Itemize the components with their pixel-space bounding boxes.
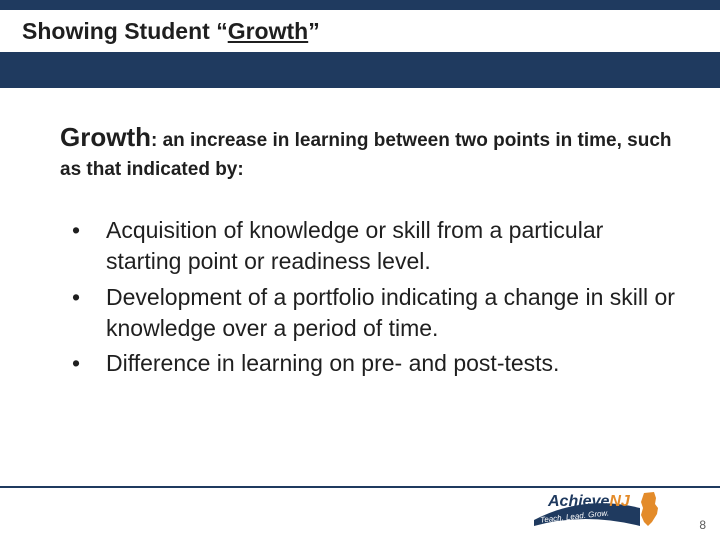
definition-rest: : an increase in learning between two po… [60, 130, 672, 180]
title-suffix: ” [308, 18, 320, 44]
title-underlined: Growth [228, 18, 309, 44]
definition-term: Growth [60, 122, 151, 152]
slide-title: Showing Student “Growth” [22, 18, 320, 45]
logo-text: AchieveNJ [548, 493, 630, 511]
logo-text-nj: NJ [609, 493, 629, 510]
content-area: Growth: an increase in learning between … [0, 120, 720, 383]
definition-paragraph: Growth: an increase in learning between … [60, 120, 680, 183]
nj-state-icon [638, 492, 660, 526]
title-prefix: Showing Student “ [22, 18, 228, 44]
achievenj-logo: AchieveNJ Teach. Lead. Grow. [534, 490, 684, 534]
title-bar: Showing Student “Growth” [0, 10, 720, 52]
bullet-list: Acquisition of knowledge or skill from a… [60, 215, 680, 378]
logo-text-achieve: Achieve [548, 493, 609, 510]
footer-divider [0, 486, 720, 488]
page-number: 8 [699, 518, 706, 532]
list-item: Acquisition of knowledge or skill from a… [60, 215, 680, 277]
footer: AchieveNJ Teach. Lead. Grow. 8 [0, 486, 720, 540]
list-item: Difference in learning on pre- and post-… [60, 348, 680, 379]
list-item: Development of a portfolio indicating a … [60, 282, 680, 344]
